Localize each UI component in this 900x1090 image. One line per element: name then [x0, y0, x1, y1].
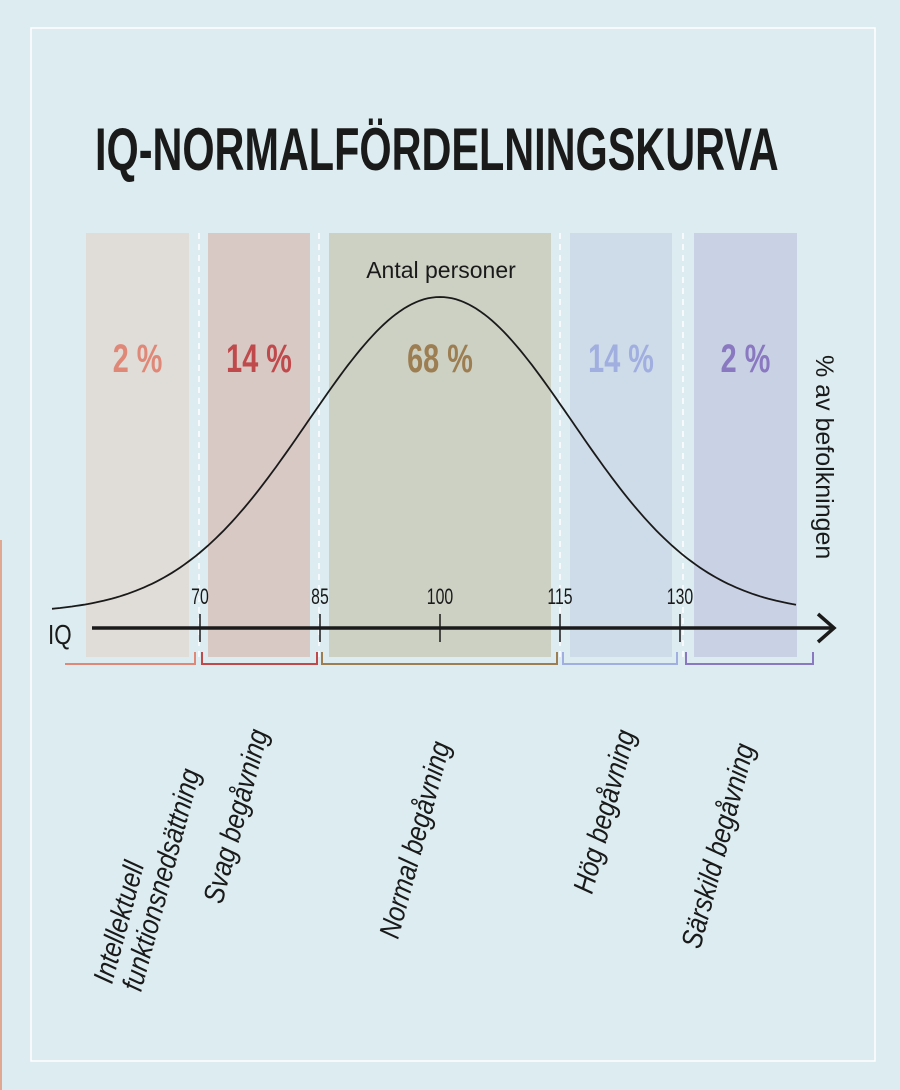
bracket-2: [321, 652, 558, 665]
percent-label-4: 2 %: [721, 336, 771, 381]
normal-curve: [51, 296, 797, 610]
tick-label-100: 100: [427, 586, 453, 610]
category-label-3: Hög begåvning: [567, 726, 641, 896]
category-label-1: Svag begåvning: [197, 726, 274, 907]
band-0: [86, 233, 189, 657]
chart-title: IQ-NORMALFÖRDELNINGSKURVA: [95, 115, 779, 183]
bands: 2 % 14 % 68 % 14 % 2 %: [86, 233, 797, 657]
percent-label-0: 2 %: [113, 336, 163, 381]
category-label-4: Särskild begåvning: [675, 740, 761, 952]
axis-arrow-icon: [816, 612, 837, 644]
band-4: [694, 233, 797, 657]
category-label-line: Normal begåvning: [373, 738, 456, 942]
band-3: [570, 233, 672, 657]
x-axis-label: IQ: [48, 620, 72, 651]
percent-label-1: 14 %: [226, 336, 292, 381]
percent-label-3: 14 %: [588, 336, 654, 381]
frame: [30, 27, 876, 1062]
x-axis: 70 85 100 115 130: [92, 586, 837, 644]
tick-label-115: 115: [547, 586, 572, 610]
tick-label-85: 85: [311, 586, 329, 610]
curve-layer: [51, 296, 797, 610]
curve-label: Antal personer: [366, 257, 516, 283]
bracket-1: [201, 652, 318, 665]
bracket-3: [562, 652, 678, 665]
band-1: [208, 233, 310, 657]
bracket-4: [685, 652, 814, 665]
bracket-0: [65, 652, 196, 665]
category-label-line: Svag begåvning: [197, 726, 274, 907]
tick-label-70: 70: [191, 586, 209, 610]
tick-label-130: 130: [667, 586, 693, 610]
percent-label-2: 68 %: [407, 336, 473, 381]
category-label-line: Hög begåvning: [567, 726, 641, 896]
band-2: [329, 233, 551, 657]
category-label-line: Särskild begåvning: [675, 740, 761, 952]
category-label-2: Normal begåvning: [373, 738, 456, 942]
y-axis-label: % av befolkningen: [810, 355, 838, 559]
